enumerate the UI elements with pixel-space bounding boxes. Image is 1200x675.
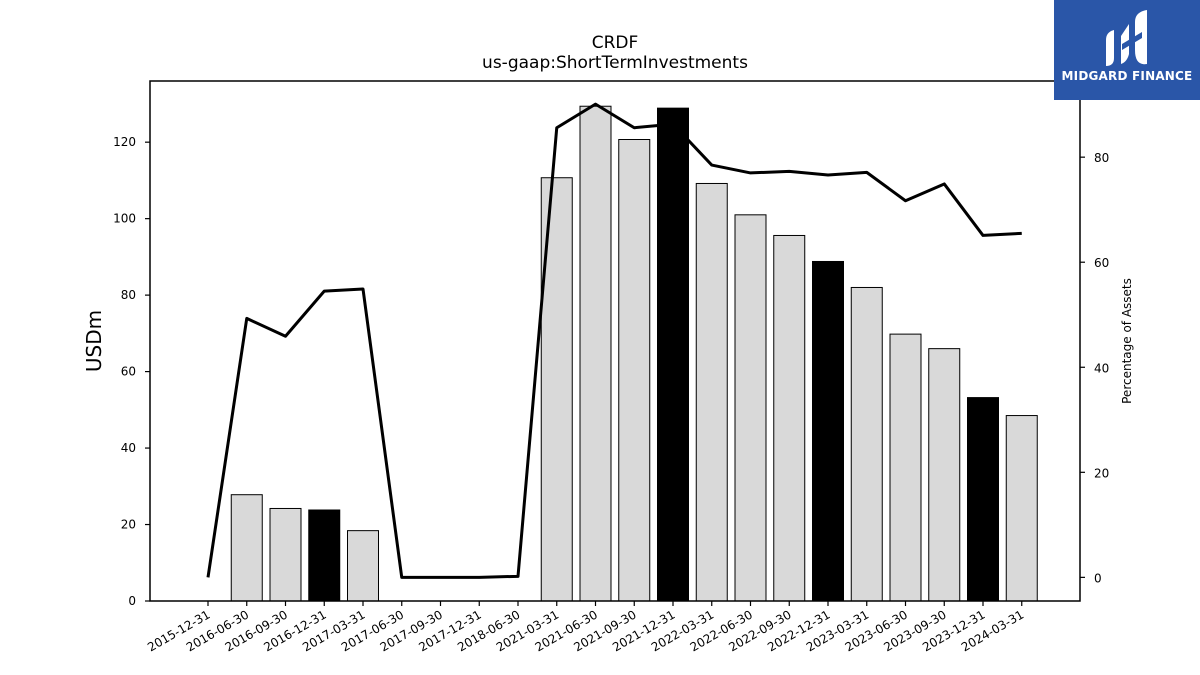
bar-2022-06-30 xyxy=(734,214,767,602)
line-series xyxy=(206,102,1022,579)
logo-text: MIDGARD FINANCE xyxy=(1061,69,1193,83)
plot-frame xyxy=(149,80,1081,602)
y-tick-label: 60 xyxy=(121,365,136,379)
bar-2023-12-31 xyxy=(967,397,999,602)
bar-2022-03-31 xyxy=(695,182,728,602)
y-tick-label: 120 xyxy=(113,135,136,149)
y-axis-title: USDm xyxy=(82,310,106,372)
bar-2023-03-31 xyxy=(850,286,883,602)
y2-tick-label: 80 xyxy=(1094,151,1109,165)
bar-2016-06-30 xyxy=(230,494,263,602)
y-tick-label: 40 xyxy=(121,441,136,455)
y2-tick-label: 40 xyxy=(1094,361,1109,375)
bar-2021-12-31 xyxy=(657,107,689,602)
y2-axis-title: Percentage of Assets xyxy=(1120,278,1134,404)
bar-2023-09-30 xyxy=(928,348,961,602)
y-tick-label: 20 xyxy=(121,518,136,532)
percentage-of-assets-line xyxy=(206,102,1022,579)
bar-2021-06-30 xyxy=(579,105,612,602)
y2-tick-label: 60 xyxy=(1094,256,1109,270)
logo-mark-icon xyxy=(1106,10,1147,66)
bar-2022-09-30 xyxy=(773,234,806,602)
y-axis-right: 0 20 40 60 80 xyxy=(1080,151,1109,585)
y2-tick-label: 0 xyxy=(1094,571,1102,585)
bar-2016-12-31 xyxy=(308,509,341,602)
y-tick-label: 100 xyxy=(113,212,136,226)
chart-title: CRDF xyxy=(591,33,639,53)
bar-series xyxy=(230,105,1038,602)
midgard-finance-logo: MIDGARD FINANCE xyxy=(1054,0,1200,100)
y-tick-label: 80 xyxy=(121,288,136,302)
bar-2017-03-31 xyxy=(347,530,379,602)
chart-subtitle: us-gaap:ShortTermInvestments xyxy=(482,53,748,73)
y-axis-left: 0 20 40 60 80 100 120 xyxy=(113,135,150,608)
bar-2024-03-31 xyxy=(1005,415,1038,602)
y2-tick-label: 20 xyxy=(1094,466,1109,480)
y-tick-label: 0 xyxy=(128,594,136,608)
bar-2016-09-30 xyxy=(269,507,302,602)
bar-2021-09-30 xyxy=(618,139,651,602)
bar-2023-06-30 xyxy=(889,333,922,602)
x-axis: 2015-12-312016-06-302016-09-302016-12-31… xyxy=(145,601,1026,654)
bar-2022-12-31 xyxy=(812,260,844,602)
